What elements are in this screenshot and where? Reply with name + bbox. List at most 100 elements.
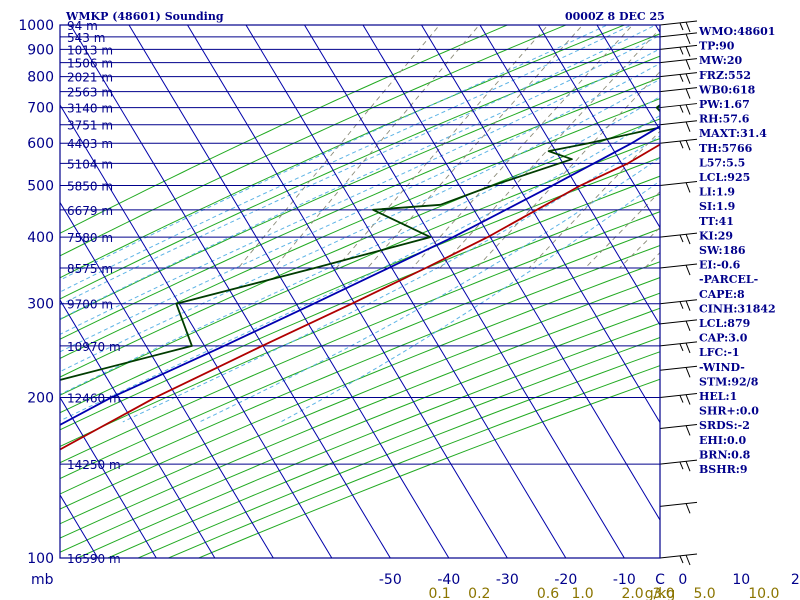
pressure-tick-label: 100	[27, 551, 54, 567]
moist-adiabat	[122, 135, 660, 423]
height-label: 4403 m	[67, 137, 113, 151]
temperature-tick-label: 10	[732, 572, 750, 588]
isotherm	[128, 25, 450, 558]
index-entry: STM:92/8	[699, 375, 759, 388]
wind-barb	[659, 423, 698, 436]
wind-barb	[659, 393, 698, 405]
index-entry: SRDS:-2	[699, 419, 750, 432]
index-entry: WB0:618	[698, 83, 756, 96]
index-entry: FRZ:552	[699, 69, 751, 82]
mixing-ratio-tick-label: 2.0	[621, 586, 643, 600]
wind-barb	[659, 232, 698, 245]
isotherm	[596, 25, 660, 131]
isotherm	[479, 25, 660, 326]
height-label: 2563 m	[67, 86, 113, 100]
height-label: 16590 m	[67, 552, 121, 566]
pressure-tick-label: 600	[27, 136, 54, 152]
temperature-trace	[60, 143, 660, 451]
isotherm	[70, 25, 391, 558]
wind-barb	[659, 319, 698, 332]
dry-adiabat	[60, 244, 660, 495]
moist-adiabat	[60, 34, 660, 320]
moist-adiabat	[60, 62, 660, 353]
index-entry: HEL:1	[699, 390, 737, 403]
moist-adiabat	[60, 96, 660, 395]
index-entry: L57:5.5	[699, 156, 745, 169]
dry-adiabat	[60, 307, 660, 553]
height-label: 12460 m	[67, 392, 121, 406]
pressure-tick-label: 300	[27, 297, 54, 313]
wind-barb	[659, 501, 698, 514]
index-entry: LCL:925	[699, 171, 750, 184]
height-label: 1506 m	[67, 57, 113, 71]
mixing-ratio-unit-label: g/kg	[645, 586, 676, 600]
index-entry: EI:-0.6	[699, 259, 741, 272]
parcel-trace	[60, 125, 660, 426]
moist-adiabat	[60, 25, 657, 306]
wind-barb	[659, 44, 698, 57]
wind-barb	[659, 365, 698, 378]
height-label: 8575 m	[67, 262, 113, 276]
temperature-tick-label: -50	[379, 572, 402, 588]
wind-barb	[659, 32, 698, 45]
temperature-unit-label: C	[655, 572, 665, 588]
index-entry: -PARCEL-	[699, 273, 758, 286]
index-entry: CAPE:8	[699, 288, 745, 301]
index-entry: PW:1.67	[699, 98, 750, 111]
index-entry: LFC:-1	[699, 346, 740, 359]
pressure-unit-label: mb	[31, 572, 54, 588]
dry-adiabat	[60, 55, 660, 321]
height-label: 2021 m	[67, 71, 113, 85]
dry-adiabat	[60, 25, 509, 234]
height-label: 3751 m	[67, 119, 113, 133]
valid-time: 0000Z 8 DEC 25	[565, 10, 665, 23]
index-entry: KI:29	[699, 229, 733, 242]
mixing-ratio-tick-label: 10.0	[748, 586, 779, 600]
index-entry: EHI:0.0	[699, 434, 746, 447]
mixing-ratio-tick-label: 0.2	[468, 586, 490, 600]
height-label: 1013 m	[67, 43, 113, 57]
wind-barbs	[659, 20, 698, 566]
index-entry: LI:1.9	[699, 186, 735, 199]
isotherm	[60, 396, 157, 558]
dry-adiabat	[60, 292, 660, 539]
height-label: 543 m	[67, 31, 105, 45]
wind-barb	[659, 553, 698, 566]
isotherm	[60, 299, 216, 558]
mixing-ratio-tick-label: 1.0	[571, 586, 593, 600]
temperature-tick-label: -40	[437, 572, 460, 588]
isotherm	[187, 25, 508, 558]
dry-adiabat	[77, 322, 660, 558]
pressure-tick-label: 500	[27, 178, 54, 194]
index-entry: BSHR:9	[699, 463, 748, 476]
isotherm	[362, 25, 660, 521]
wind-barb	[659, 120, 698, 132]
height-label: 14250 m	[67, 458, 121, 472]
temperature-tick-label: 0	[678, 572, 687, 588]
height-label: 9700 m	[67, 298, 113, 312]
isotherm	[60, 104, 333, 558]
index-entry: BRN:0.8	[699, 448, 751, 461]
sounding-traces	[60, 104, 660, 451]
pressure-tick-label: 200	[27, 391, 54, 407]
dry-adiabat	[60, 211, 660, 464]
index-entry: CAP:3.0	[699, 332, 748, 345]
isotherm	[60, 201, 274, 558]
temperature-tick-label: -10	[613, 572, 636, 588]
mixing-ratio-tick-label: 0.6	[537, 586, 559, 600]
height-label: 5850 m	[67, 179, 113, 193]
plot-frame	[59, 24, 661, 559]
dry-adiabat	[60, 277, 660, 525]
height-label: 5104 m	[67, 157, 113, 171]
mixing-ratio-tick-label: 3.0	[652, 586, 674, 600]
wind-barb	[659, 138, 698, 151]
mixing-ratio-line	[528, 130, 660, 269]
dry-adiabat	[60, 25, 568, 257]
moist-adiabat	[60, 25, 633, 293]
index-entry: MAXT:31.4	[699, 127, 767, 140]
moist-adiabat	[60, 48, 660, 335]
